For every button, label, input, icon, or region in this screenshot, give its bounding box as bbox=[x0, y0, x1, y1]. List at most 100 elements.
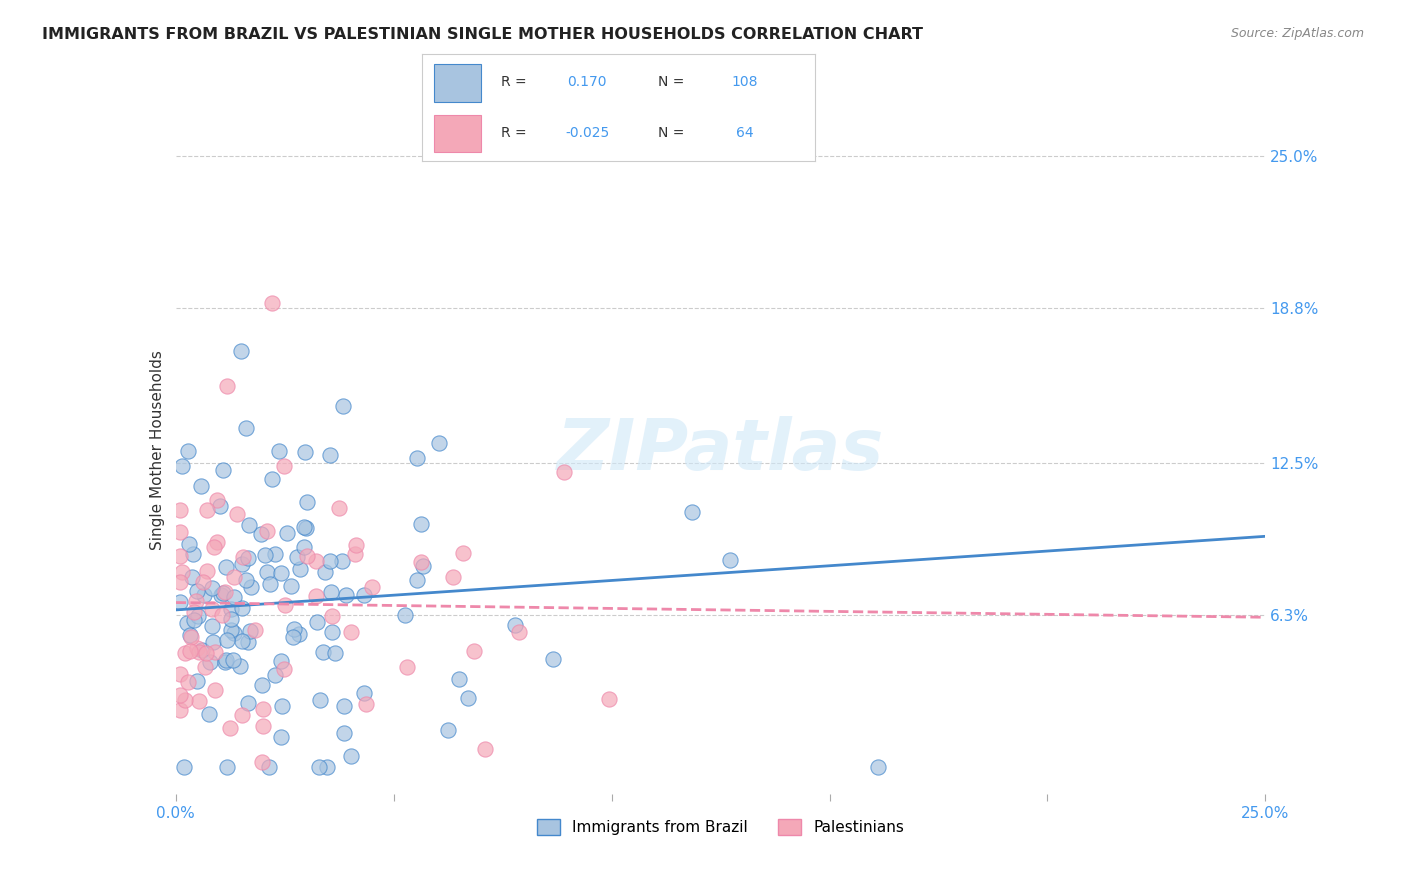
Immigrants from Brazil bbox=[288, 562, 311, 576]
Palestinians bbox=[186, 640, 208, 655]
Palestinians bbox=[243, 623, 266, 637]
Palestinians bbox=[260, 296, 283, 310]
Immigrants from Brazil bbox=[447, 672, 470, 686]
Palestinians bbox=[169, 525, 191, 540]
Immigrants from Brazil bbox=[257, 760, 280, 774]
Immigrants from Brazil bbox=[437, 723, 460, 737]
Palestinians bbox=[205, 534, 228, 549]
Palestinians bbox=[339, 624, 361, 639]
Palestinians bbox=[211, 608, 233, 623]
Palestinians bbox=[193, 660, 215, 674]
Immigrants from Brazil bbox=[212, 463, 235, 477]
Immigrants from Brazil bbox=[409, 517, 432, 532]
Immigrants from Brazil bbox=[224, 626, 246, 640]
Immigrants from Brazil bbox=[214, 655, 236, 669]
Immigrants from Brazil bbox=[297, 494, 319, 508]
Immigrants from Brazil bbox=[229, 343, 252, 358]
Immigrants from Brazil bbox=[229, 658, 252, 673]
FancyBboxPatch shape bbox=[433, 64, 481, 102]
Immigrants from Brazil bbox=[250, 678, 273, 692]
Immigrants from Brazil bbox=[292, 519, 315, 533]
Palestinians bbox=[202, 540, 225, 554]
Palestinians bbox=[409, 555, 432, 569]
Immigrants from Brazil bbox=[219, 601, 242, 615]
Immigrants from Brazil bbox=[321, 625, 343, 640]
Immigrants from Brazil bbox=[333, 726, 356, 740]
Immigrants from Brazil bbox=[238, 518, 260, 533]
Palestinians bbox=[222, 570, 245, 584]
Immigrants from Brazil bbox=[173, 760, 195, 774]
Immigrants from Brazil bbox=[285, 549, 308, 564]
Text: R =: R = bbox=[501, 126, 526, 140]
Immigrants from Brazil bbox=[219, 623, 242, 637]
Immigrants from Brazil bbox=[201, 581, 224, 595]
Immigrants from Brazil bbox=[321, 585, 343, 599]
Palestinians bbox=[304, 590, 326, 604]
Palestinians bbox=[205, 492, 228, 507]
Immigrants from Brazil bbox=[264, 668, 287, 682]
Palestinians bbox=[169, 667, 191, 681]
Immigrants from Brazil bbox=[177, 537, 200, 551]
Immigrants from Brazil bbox=[231, 633, 253, 648]
Immigrants from Brazil bbox=[270, 655, 292, 669]
Immigrants from Brazil bbox=[264, 547, 287, 561]
Palestinians bbox=[321, 608, 343, 623]
Immigrants from Brazil bbox=[332, 400, 354, 414]
Immigrants from Brazil bbox=[276, 526, 298, 541]
Palestinians bbox=[180, 630, 202, 644]
Palestinians bbox=[169, 688, 191, 702]
Immigrants from Brazil bbox=[198, 655, 221, 669]
Immigrants from Brazil bbox=[394, 608, 416, 623]
Text: 108: 108 bbox=[731, 76, 758, 89]
Palestinians bbox=[169, 549, 191, 563]
Immigrants from Brazil bbox=[270, 730, 292, 744]
Palestinians bbox=[173, 646, 195, 660]
Immigrants from Brazil bbox=[253, 548, 276, 562]
Immigrants from Brazil bbox=[335, 588, 357, 602]
Palestinians bbox=[343, 547, 366, 561]
Text: 64: 64 bbox=[735, 126, 754, 140]
Immigrants from Brazil bbox=[169, 595, 191, 609]
Immigrants from Brazil bbox=[259, 577, 281, 591]
FancyBboxPatch shape bbox=[433, 114, 481, 152]
Immigrants from Brazil bbox=[294, 444, 316, 458]
Palestinians bbox=[176, 674, 198, 689]
Immigrants from Brazil bbox=[405, 573, 427, 587]
Immigrants from Brazil bbox=[319, 448, 342, 462]
Palestinians bbox=[183, 605, 205, 619]
Immigrants from Brazil bbox=[180, 570, 202, 584]
Immigrants from Brazil bbox=[503, 618, 526, 632]
Immigrants from Brazil bbox=[541, 651, 564, 665]
Y-axis label: Single Mother Households: Single Mother Households bbox=[149, 351, 165, 550]
Immigrants from Brazil bbox=[240, 580, 263, 594]
Immigrants from Brazil bbox=[314, 565, 336, 579]
Immigrants from Brazil bbox=[191, 643, 214, 657]
Immigrants from Brazil bbox=[215, 632, 238, 647]
Immigrants from Brazil bbox=[186, 584, 208, 599]
Immigrants from Brazil bbox=[238, 551, 260, 566]
Immigrants from Brazil bbox=[235, 573, 257, 587]
Immigrants from Brazil bbox=[270, 566, 292, 580]
Immigrants from Brazil bbox=[187, 608, 209, 623]
Immigrants from Brazil bbox=[280, 579, 302, 593]
Palestinians bbox=[508, 624, 530, 639]
Palestinians bbox=[232, 550, 254, 565]
Palestinians bbox=[169, 575, 191, 590]
Immigrants from Brazil bbox=[427, 436, 450, 450]
Palestinians bbox=[273, 662, 295, 676]
Text: Source: ZipAtlas.com: Source: ZipAtlas.com bbox=[1230, 27, 1364, 40]
Palestinians bbox=[187, 645, 209, 659]
Immigrants from Brazil bbox=[267, 444, 290, 458]
Palestinians bbox=[274, 598, 297, 612]
Palestinians bbox=[344, 538, 367, 552]
Palestinians bbox=[451, 546, 474, 560]
Immigrants from Brazil bbox=[193, 588, 215, 602]
Palestinians bbox=[295, 549, 318, 563]
Immigrants from Brazil bbox=[177, 444, 200, 458]
Immigrants from Brazil bbox=[681, 505, 703, 519]
Immigrants from Brazil bbox=[256, 565, 278, 579]
Immigrants from Brazil bbox=[340, 748, 363, 763]
Immigrants from Brazil bbox=[219, 611, 242, 625]
Immigrants from Brazil bbox=[215, 760, 238, 774]
Palestinians bbox=[225, 507, 247, 521]
